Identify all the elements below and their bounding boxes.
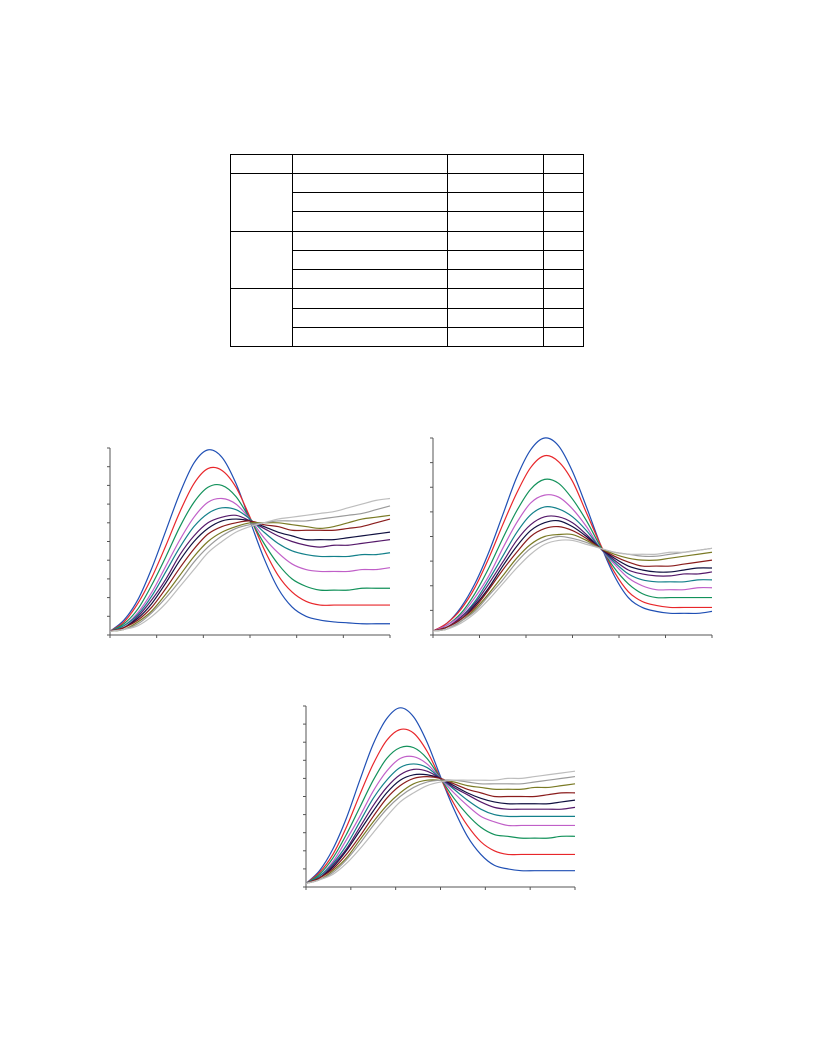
table-cell <box>292 249 448 271</box>
table-cell <box>292 211 448 232</box>
table-header-cell <box>447 154 544 174</box>
series-line-9 <box>109 514 391 632</box>
series-line-3 <box>109 483 390 632</box>
table-cell <box>292 326 448 348</box>
table-cell <box>543 288 584 309</box>
series-line-11 <box>109 497 391 632</box>
series-line-6 <box>109 514 391 632</box>
series-line-10 <box>109 505 391 632</box>
table-cell <box>447 211 544 232</box>
series-line-11 <box>432 539 713 632</box>
table-cell <box>543 307 584 328</box>
table-row <box>230 288 584 347</box>
table-row <box>230 230 584 290</box>
table-cell <box>292 269 448 290</box>
table-cell <box>543 192 584 213</box>
series-line-8 <box>109 518 391 632</box>
series-line-1 <box>432 437 713 632</box>
table-cell <box>543 269 584 290</box>
table-row <box>231 307 584 328</box>
series-line-3 <box>432 478 712 632</box>
series-line-7 <box>432 519 713 632</box>
table-cell <box>447 230 544 251</box>
table-cell <box>447 307 544 328</box>
series-line-10 <box>432 535 713 632</box>
series-line-2 <box>109 466 390 632</box>
group-label-cell <box>230 173 293 232</box>
table-row <box>231 192 584 213</box>
series-line-7 <box>305 773 576 884</box>
series-line-11 <box>305 770 576 884</box>
table-cell <box>447 172 544 194</box>
table-row <box>231 326 584 348</box>
table-header-cell <box>230 154 293 174</box>
table-row <box>230 172 584 232</box>
table-cell <box>292 172 448 194</box>
table-cell <box>292 307 448 328</box>
series-line-5 <box>432 506 713 632</box>
line-chart-top-left <box>107 447 391 638</box>
summary-table <box>230 154 584 348</box>
series-line-6 <box>432 515 713 632</box>
table-row <box>231 249 584 271</box>
table-cell <box>292 230 448 251</box>
table-header-row <box>230 154 584 174</box>
table-cell <box>543 230 584 251</box>
table-cell <box>543 326 584 348</box>
line-chart-bottom <box>303 705 576 890</box>
table-cell <box>292 192 448 213</box>
table-cell <box>447 269 544 290</box>
line-chart-top-right <box>430 437 713 638</box>
table-cell <box>543 211 584 232</box>
table-cell <box>447 288 544 309</box>
series-line-7 <box>109 518 391 632</box>
series-line-5 <box>109 507 391 632</box>
group-label-cell <box>230 230 293 290</box>
series-line-9 <box>432 533 713 632</box>
series-line-10 <box>305 775 576 884</box>
table-cell <box>447 192 544 213</box>
series-line-4 <box>432 494 713 632</box>
table-header-cell <box>292 154 448 174</box>
table-cell <box>447 326 544 348</box>
table-row <box>231 269 584 290</box>
table-cell <box>447 249 544 271</box>
table-cell <box>292 288 448 309</box>
series-line-9 <box>305 779 576 884</box>
series-line-2 <box>432 454 712 632</box>
series-line-8 <box>432 525 713 632</box>
table-cell <box>543 172 584 194</box>
table-cell <box>543 249 584 271</box>
series-line-8 <box>305 775 576 884</box>
series-line-1 <box>305 707 575 884</box>
group-label-cell <box>230 288 293 347</box>
table-header-cell <box>543 154 584 174</box>
